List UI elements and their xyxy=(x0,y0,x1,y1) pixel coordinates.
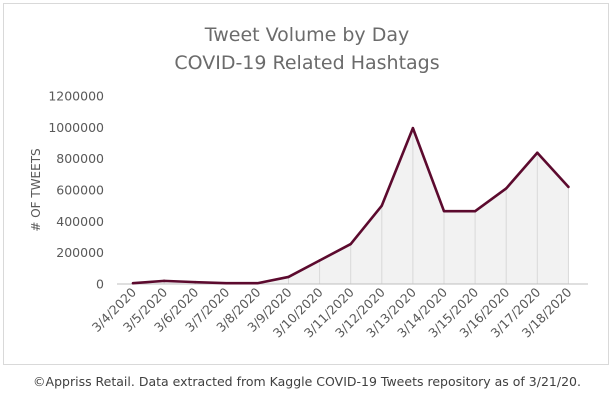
y-tick-labels: 0 200000 400000 600000 800000 1000000 1200000 xyxy=(48,89,104,292)
chart-title-line-2: COVID-19 Related Hashtags xyxy=(174,52,440,74)
data-point-7 xyxy=(318,259,321,262)
data-point-8 xyxy=(349,242,352,246)
line-layer xyxy=(131,126,570,285)
x-tick-labels: 3/4/20203/5/20203/6/20203/7/20203/8/2020… xyxy=(89,284,575,340)
y-tick-label: 1000000 xyxy=(48,120,104,135)
footer-credit: ©Appriss Retail. Data extracted from Kag… xyxy=(33,374,581,389)
data-point-15 xyxy=(567,185,570,189)
data-point-1 xyxy=(131,282,135,285)
y-tick-label: 600000 xyxy=(56,183,104,198)
y-tick-label: 800000 xyxy=(56,151,104,166)
chart-plot: 020000040000060000080000010000001200000 … xyxy=(29,89,588,340)
chart-frame xyxy=(3,3,609,365)
y-tick-label: 1200000 xyxy=(48,89,104,104)
data-point-4 xyxy=(225,282,228,285)
y-tick-label: 200000 xyxy=(56,245,104,260)
data-point-9 xyxy=(380,204,383,207)
data-point-14 xyxy=(536,151,539,154)
chart-title-line-1: Tweet Volume by Day xyxy=(204,24,410,46)
data-point-10 xyxy=(411,126,415,130)
data-point-12 xyxy=(473,209,477,213)
y-tick-label: 400000 xyxy=(56,214,104,229)
area-layer xyxy=(133,128,569,284)
data-point-3 xyxy=(194,280,197,284)
y-axis-label: # OF TWEETS xyxy=(29,148,43,231)
data-point-11 xyxy=(442,209,446,213)
data-point-2 xyxy=(162,279,166,283)
y-tick-label: 0 xyxy=(96,277,104,292)
area-fill xyxy=(133,128,569,284)
data-point-6 xyxy=(287,275,290,279)
data-point-5 xyxy=(256,282,259,285)
data-point-13 xyxy=(505,187,508,190)
